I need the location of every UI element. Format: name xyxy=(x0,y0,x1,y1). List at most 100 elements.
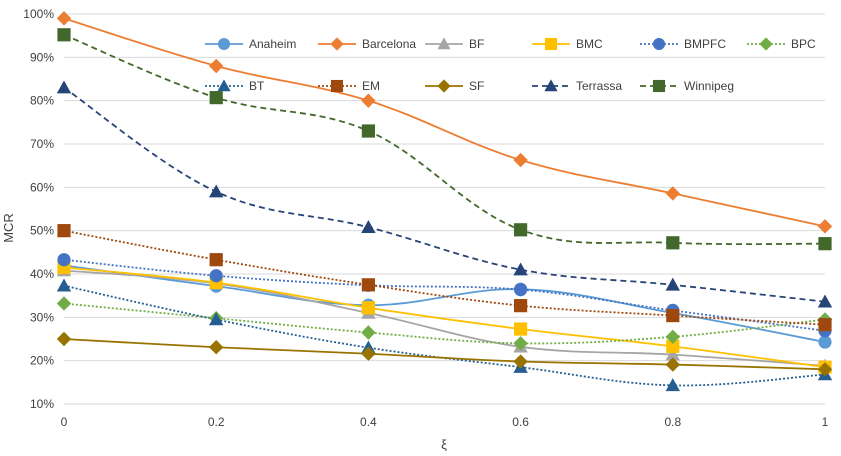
series-line-sf xyxy=(63,338,826,371)
y-tick-label: 80% xyxy=(30,94,54,108)
data-point-sf xyxy=(817,362,833,377)
series-line-barcelona xyxy=(63,17,826,228)
series-line-bmpfc xyxy=(63,258,826,332)
data-point-barcelona xyxy=(665,186,680,201)
data-point-bpc xyxy=(513,336,528,351)
legend-item-sf: SF xyxy=(425,79,484,93)
x-tick-label: 0 xyxy=(61,415,68,429)
data-point-bf xyxy=(665,347,680,361)
y-tick-label: 100% xyxy=(23,7,54,21)
legend-item-bpc: BPC xyxy=(747,37,816,51)
data-point-terrassa xyxy=(513,262,528,276)
data-point-terrassa xyxy=(817,294,833,308)
legend-swatch-marker xyxy=(759,37,773,51)
legend-label: BPC xyxy=(791,37,816,51)
data-point-bpc xyxy=(361,325,376,340)
legend-label: SF xyxy=(469,79,484,93)
y-axis-ticks: 10% 20% 30% 40% 50% 60% 70% 80% 90% 100% xyxy=(23,7,54,411)
series-line-anaheim xyxy=(63,264,826,343)
data-point-sf xyxy=(513,354,528,369)
legend-label: Winnipeg xyxy=(684,79,734,93)
legend-swatch-marker xyxy=(330,79,344,93)
series-markers xyxy=(56,11,833,392)
data-point-bpc xyxy=(56,296,72,311)
data-point-winnipeg xyxy=(666,236,680,250)
series-line-terrassa xyxy=(63,86,826,303)
legend-swatch-marker xyxy=(544,37,558,51)
legend-swatch-marker xyxy=(330,37,344,51)
legend-swatch-marker xyxy=(217,37,231,51)
legend-item-bt: BT xyxy=(205,79,265,93)
data-point-bmpfc xyxy=(209,269,223,283)
data-point-winnipeg xyxy=(361,124,375,138)
x-axis-ticks: 0 0.2 0.4 0.6 0.8 1 xyxy=(61,415,829,429)
data-point-bt xyxy=(209,312,224,326)
legend-swatch-marker xyxy=(544,79,558,92)
data-point-em xyxy=(514,299,528,313)
legend-label: EM xyxy=(362,79,380,93)
y-tick-label: 30% xyxy=(30,310,54,324)
data-point-terrassa xyxy=(209,184,224,198)
data-point-bt xyxy=(56,278,72,292)
data-point-em xyxy=(209,253,223,267)
data-point-bt xyxy=(665,378,680,392)
y-tick-label: 10% xyxy=(30,397,54,411)
legend-swatch-marker xyxy=(652,79,666,93)
x-tick-label: 0.4 xyxy=(360,415,377,429)
legend-item-bmc: BMC xyxy=(532,37,603,51)
data-point-sf xyxy=(209,340,224,355)
data-point-bmc xyxy=(666,339,680,353)
legend-label: BT xyxy=(249,79,265,93)
data-point-em xyxy=(57,224,71,238)
x-tick-label: 0.8 xyxy=(664,415,681,429)
legend-item-winnipeg: Winnipeg xyxy=(640,79,734,93)
data-point-winnipeg xyxy=(57,28,71,42)
data-point-barcelona xyxy=(209,58,224,74)
series-line-winnipeg xyxy=(63,33,826,246)
gridlines xyxy=(64,13,825,405)
y-tick-label: 40% xyxy=(30,267,54,281)
data-point-terrassa xyxy=(56,80,72,94)
data-point-anaheim xyxy=(818,335,832,349)
x-tick-label: 0.2 xyxy=(208,415,225,429)
data-point-bmpfc xyxy=(514,283,528,297)
legend-swatch-marker xyxy=(652,37,666,51)
legend-swatch-marker xyxy=(217,79,231,92)
x-tick-label: 0.6 xyxy=(512,415,529,429)
data-point-barcelona xyxy=(361,93,376,108)
y-tick-label: 50% xyxy=(30,224,54,238)
legend-label: BF xyxy=(469,37,484,51)
y-tick-label: 90% xyxy=(30,50,54,64)
data-point-sf xyxy=(361,346,376,361)
legend-label: Anaheim xyxy=(249,37,296,51)
legend-label: BMC xyxy=(576,37,603,51)
data-point-bmc xyxy=(361,301,375,315)
data-point-sf xyxy=(56,331,72,347)
series-line-bt xyxy=(63,284,826,387)
x-tick-label: 1 xyxy=(822,415,829,429)
data-point-bpc xyxy=(665,329,680,345)
data-point-barcelona xyxy=(817,219,833,234)
data-point-terrassa xyxy=(361,220,376,233)
data-point-bmpfc xyxy=(57,253,71,267)
data-point-sf xyxy=(665,357,680,372)
data-point-winnipeg xyxy=(818,237,832,251)
data-point-winnipeg xyxy=(209,91,223,105)
legend-label: Terrassa xyxy=(576,79,622,93)
data-point-terrassa xyxy=(665,277,680,291)
legend-item-anaheim: Anaheim xyxy=(205,37,296,51)
legend: Anaheim Barcelona BF BMC BMPFC BPC BT EM SF Terra… xyxy=(205,37,816,93)
x-axis-title: ξ xyxy=(441,437,447,452)
data-point-bmc xyxy=(514,322,528,336)
data-point-em xyxy=(361,278,375,292)
y-tick-label: 60% xyxy=(30,180,54,194)
legend-item-bf: BF xyxy=(425,37,484,51)
series-line-bpc xyxy=(63,302,826,345)
data-point-barcelona xyxy=(56,11,72,26)
y-tick-label: 70% xyxy=(30,137,54,151)
data-point-em xyxy=(818,318,832,332)
legend-swatch-marker xyxy=(437,79,451,93)
legend-label: Barcelona xyxy=(362,37,416,51)
